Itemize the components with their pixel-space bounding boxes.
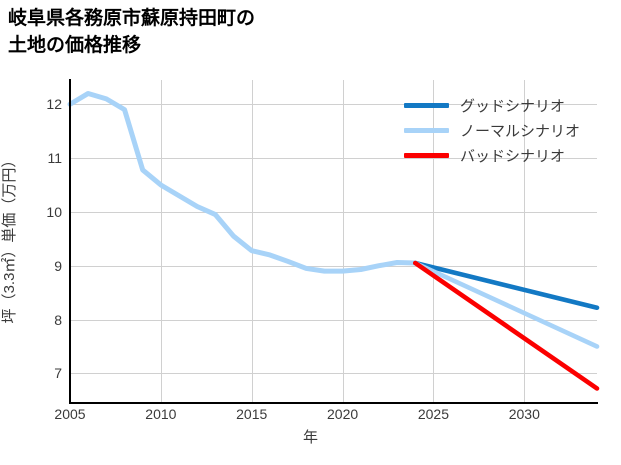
gridline-x-2025 xyxy=(433,80,435,403)
legend-swatch-normal xyxy=(404,128,449,133)
legend-item-good: グッドシナリオ xyxy=(404,93,618,118)
y-tick-label-9: 9 xyxy=(54,257,62,274)
y-tick-label-8: 8 xyxy=(54,311,62,328)
gridline-y-11 xyxy=(70,158,597,160)
gridline-x-2030 xyxy=(524,80,526,403)
x-tick-label-2015: 2015 xyxy=(236,406,268,422)
gridline-x-2015 xyxy=(251,80,253,403)
x-tick-label-2005: 2005 xyxy=(54,406,86,422)
gridline-x-2020 xyxy=(342,80,344,403)
chart-legend: グッドシナリオ ノーマルシナリオ バッドシナリオ xyxy=(404,93,618,168)
gridline-y-12 xyxy=(70,104,597,106)
y-axis-spine xyxy=(69,79,71,404)
legend-item-bad: バッドシナリオ xyxy=(404,143,618,168)
y-axis-title: 坪（3.3㎡）単価（万円） xyxy=(1,152,18,324)
legend-swatch-good xyxy=(404,103,449,108)
gridline-y-9 xyxy=(70,265,597,267)
y-tick-label-7: 7 xyxy=(54,365,62,382)
plot-area xyxy=(67,80,600,403)
x-tick-label-2010: 2010 xyxy=(145,406,177,422)
series-line-2 xyxy=(412,260,600,349)
x-axis-spine xyxy=(69,402,598,404)
gridline-y-8 xyxy=(70,319,597,321)
x-tick-label-2020: 2020 xyxy=(327,406,359,422)
y-tick-label-12: 12 xyxy=(46,96,62,113)
x-tick-label-2025: 2025 xyxy=(417,406,450,422)
gridline-y-10 xyxy=(70,211,597,213)
legend-label-good: グッドシナリオ xyxy=(460,98,566,115)
legend-label-bad: バッドシナリオ xyxy=(460,148,566,165)
series-line-1 xyxy=(412,260,600,311)
y-tick-label-11: 11 xyxy=(47,150,62,167)
page-title: 岐阜県各務原市蘇原持田町の 土地の価格推移 xyxy=(8,8,256,56)
x-axis-title: 年 xyxy=(302,429,318,446)
gridline-x-2010 xyxy=(160,80,162,403)
legend-item-normal: ノーマルシナリオ xyxy=(404,118,618,143)
legend-swatch-bad xyxy=(404,153,449,158)
gridline-y-7 xyxy=(70,373,597,375)
series-line-0 xyxy=(67,90,418,274)
legend-label-normal: ノーマルシナリオ xyxy=(460,123,581,140)
series-line-3 xyxy=(412,260,600,391)
x-tick-label-2030: 2030 xyxy=(508,406,540,422)
series-lines xyxy=(67,90,600,391)
y-tick-label-10: 10 xyxy=(46,203,62,220)
